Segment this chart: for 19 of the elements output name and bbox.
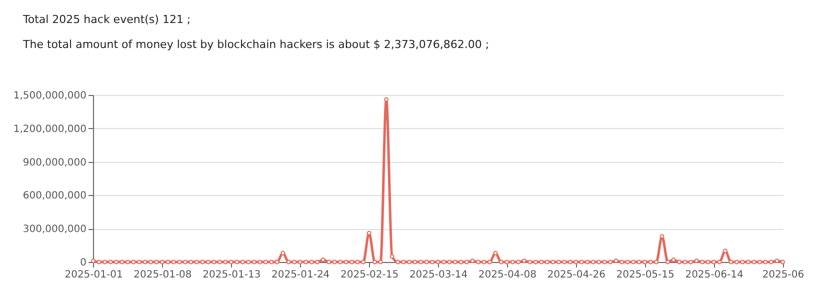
x-tick-label: 2025-06-14 [685,270,744,280]
x-tick-label: 2025-04-08 [478,270,537,280]
y-tick-label: 600,000,000 [22,190,86,202]
x-tick-label: 2025-06 [762,270,804,280]
y-tick-label: 300,000,000 [22,224,86,236]
x-tick-label: 2025-01-13 [202,270,261,280]
y-tick-label: 1,200,000,000 [13,124,86,135]
x-tick-label: 2025-02-15 [340,270,399,280]
x-tick-label: 2025-05-15 [616,270,674,280]
chart-title: Total 2025 hack event(s) 121 ; [22,13,191,26]
x-tick-label: 2025-01-01 [64,270,123,280]
y-tick-label: 0 [80,258,86,268]
y-tick-label: 1,500,000,000 [13,90,86,102]
chart-subtitle: The total amount of money lost by blockchain hackers is about $ 2,373,076,862.00 ; [22,38,490,51]
x-tick-label: 2025-01-08 [134,270,192,280]
y-tick-label: 900,000,000 [22,157,86,168]
x-tick-label: 2025-01-24 [272,270,330,280]
x-tick-label: 2025-04-26 [547,270,606,280]
x-tick-label: 2025-03-14 [409,270,468,280]
